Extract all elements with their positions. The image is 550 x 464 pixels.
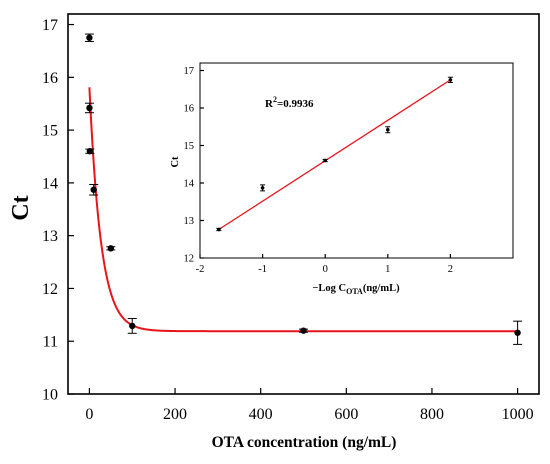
inset-x-tick-label: 0	[323, 264, 328, 275]
main-data-point	[90, 186, 97, 193]
inset-fit-line-path	[218, 79, 451, 231]
main-data-points	[84, 33, 523, 345]
main-x-tick-label: 0	[85, 406, 93, 423]
inset-fit-line	[218, 79, 451, 231]
main-y-tick-label: 15	[42, 123, 58, 140]
main-y-tick-label: 12	[42, 281, 58, 298]
inset-x-tick-label: 2	[448, 264, 453, 275]
inset-y-tick-label: 12	[184, 254, 195, 265]
main-data-point	[86, 34, 93, 41]
main-data-point	[129, 322, 136, 330]
main-data-point	[86, 148, 94, 155]
main-y-tick-label: 16	[42, 70, 58, 87]
main-data-point	[300, 327, 307, 334]
inset-data-point	[323, 158, 328, 163]
main-y-axis-label: Ct	[8, 195, 34, 220]
main-fit-curve	[88, 87, 518, 333]
inset-x-tick-label: -2	[196, 264, 205, 275]
main-data-point	[86, 104, 93, 112]
inset-r2-annotation: R2=0.9936	[265, 95, 314, 110]
inset-y-tick-label: 14	[184, 179, 195, 190]
inset-plot-frame	[199, 62, 514, 259]
inset-data-point	[216, 227, 221, 232]
inset-y-tick-label: 16	[184, 104, 195, 115]
main-x-tick-label: 600	[334, 406, 358, 423]
main-x-tick-label: 400	[249, 406, 273, 423]
main-x-tick-label: 800	[420, 406, 444, 423]
main-y-tick-label: 10	[42, 387, 58, 404]
inset-y-tick-label: 15	[184, 141, 195, 152]
inset-x-tick-label: 1	[385, 264, 390, 275]
main-y-tick-label: 14	[42, 175, 58, 192]
inset-data-points	[216, 76, 453, 232]
inset-data-point	[260, 186, 265, 190]
main-y-tick-label: 11	[43, 334, 58, 351]
inset-y-axis-label: Ct	[170, 156, 181, 168]
inset-x-axis-label: −Log COTA(ng/mL)	[312, 283, 400, 296]
inset-x-tick-label: -1	[258, 264, 267, 275]
main-y-tick-label: 13	[42, 228, 58, 245]
main-data-point	[107, 245, 115, 252]
inset-y-tick-label: 13	[184, 216, 195, 227]
main-fit-curve-path	[88, 87, 518, 333]
inset-y-tick-label: 17	[184, 66, 195, 77]
main-y-tick-label: 17	[42, 17, 58, 34]
main-x-tick-label: 1000	[502, 406, 534, 423]
main-x-tick-label: 200	[163, 406, 187, 423]
main-plot-frame	[67, 13, 540, 395]
inset-data-point	[386, 127, 390, 132]
main-x-axis-label: OTA concentration (ng/mL)	[212, 434, 397, 451]
inset-data-point	[448, 78, 453, 82]
main-data-point	[514, 329, 521, 336]
